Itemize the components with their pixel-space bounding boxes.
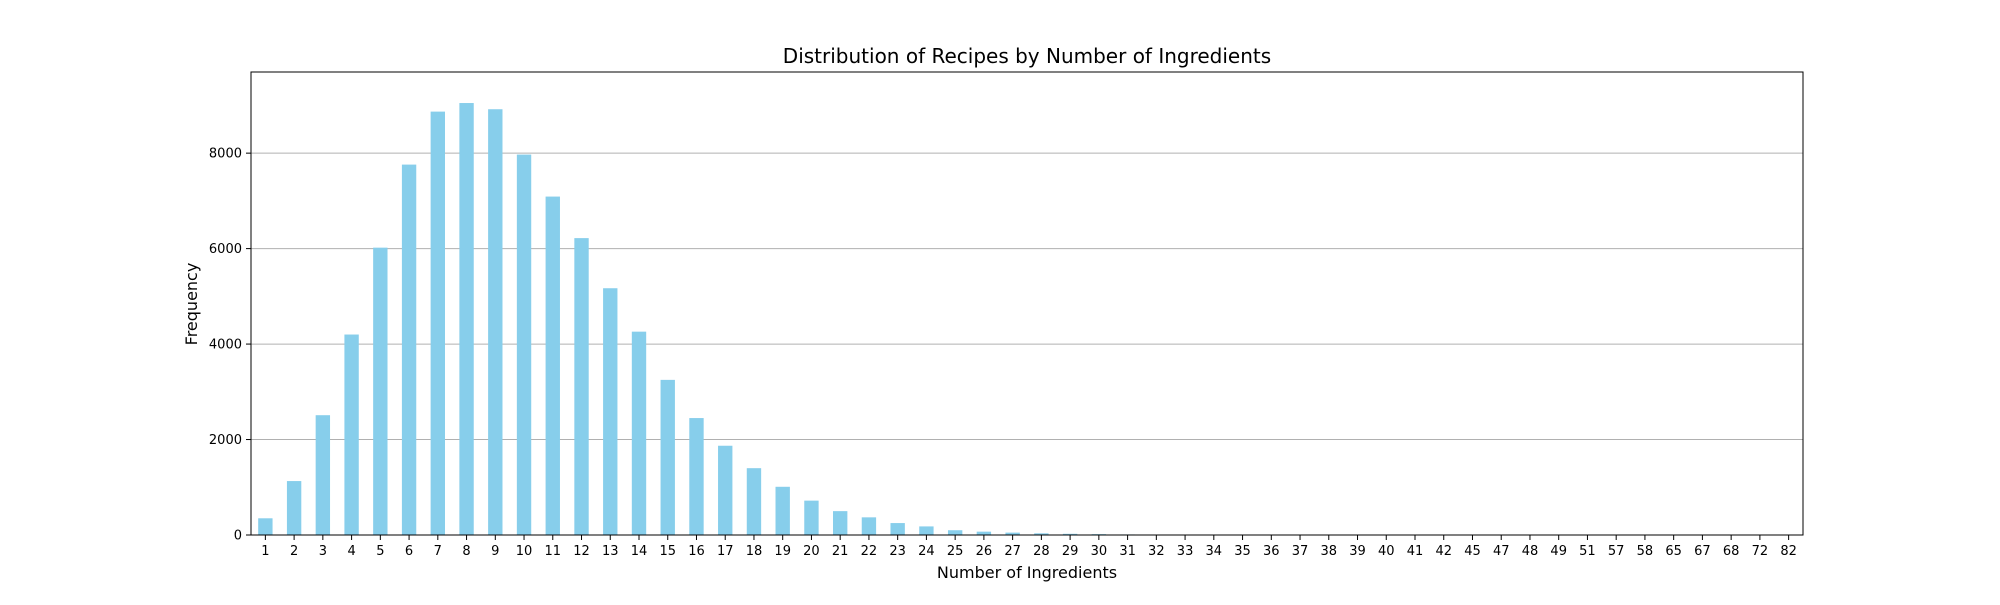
x-tick-label: 82 xyxy=(1780,544,1797,559)
x-tick-label: 25 xyxy=(947,544,964,559)
bar xyxy=(833,511,847,535)
x-tick-label: 7 xyxy=(434,544,442,559)
x-tick-label: 35 xyxy=(1234,544,1251,559)
x-tick-label: 3 xyxy=(319,544,327,559)
x-tick-label: 10 xyxy=(516,544,533,559)
x-tick-label: 39 xyxy=(1349,544,1366,559)
plot-frame xyxy=(251,72,1803,535)
x-tick-label: 8 xyxy=(462,544,470,559)
x-tick-label: 68 xyxy=(1723,544,1740,559)
x-tick-label: 40 xyxy=(1378,544,1395,559)
bar xyxy=(258,518,272,535)
x-tick-label: 32 xyxy=(1148,544,1165,559)
x-tick-label: 12 xyxy=(573,544,590,559)
x-tick-label: 38 xyxy=(1321,544,1338,559)
bar xyxy=(459,103,473,535)
bar xyxy=(373,248,387,535)
bar xyxy=(747,468,761,535)
x-tick-label: 58 xyxy=(1637,544,1654,559)
x-tick-label: 29 xyxy=(1062,544,1079,559)
x-tick-label: 36 xyxy=(1263,544,1280,559)
x-tick-label: 19 xyxy=(774,544,791,559)
bar xyxy=(574,238,588,535)
x-tick-label: 28 xyxy=(1033,544,1050,559)
x-tick-label: 11 xyxy=(545,544,562,559)
x-tick-label: 30 xyxy=(1091,544,1108,559)
x-tick-label: 72 xyxy=(1752,544,1769,559)
bar xyxy=(546,197,560,535)
x-tick-label: 47 xyxy=(1493,544,1510,559)
chart-title: Distribution of Recipes by Number of Ing… xyxy=(783,44,1271,68)
x-tick-label: 31 xyxy=(1119,544,1136,559)
x-tick-label: 13 xyxy=(602,544,619,559)
x-tick-label: 49 xyxy=(1550,544,1567,559)
x-tick-label: 14 xyxy=(631,544,648,559)
x-tick-label: 18 xyxy=(746,544,763,559)
bar xyxy=(718,446,732,535)
bar xyxy=(689,418,703,535)
bar xyxy=(488,109,502,535)
y-axis-label: Frequency xyxy=(182,263,201,346)
y-tick-label: 2000 xyxy=(209,433,242,448)
x-tick-label: 65 xyxy=(1665,544,1682,559)
bar xyxy=(862,517,876,535)
bar xyxy=(948,530,962,535)
x-tick-label: 21 xyxy=(832,544,849,559)
bar xyxy=(316,415,330,535)
x-tick-label: 51 xyxy=(1579,544,1596,559)
x-tick-label: 57 xyxy=(1608,544,1625,559)
grid-lines xyxy=(251,153,1803,439)
bar xyxy=(344,335,358,535)
y-tick-label: 4000 xyxy=(209,338,242,353)
x-tick-label: 4 xyxy=(347,544,355,559)
y-tick-label: 6000 xyxy=(209,242,242,257)
x-tick-label: 23 xyxy=(889,544,906,559)
x-tick-label: 6 xyxy=(405,544,413,559)
x-tick-label: 42 xyxy=(1435,544,1452,559)
x-tick-label: 33 xyxy=(1177,544,1194,559)
x-tick-label: 24 xyxy=(918,544,935,559)
bar xyxy=(431,112,445,535)
x-tick-label: 45 xyxy=(1464,544,1481,559)
bar xyxy=(661,380,675,535)
bar xyxy=(632,332,646,535)
x-tick-label: 1 xyxy=(261,544,269,559)
y-axis: 0 2000 4000 6000 8000 xyxy=(209,147,251,544)
x-tick-label: 5 xyxy=(376,544,384,559)
y-tick-label: 0 xyxy=(234,529,242,544)
x-tick-label: 17 xyxy=(717,544,734,559)
y-tick-label: 8000 xyxy=(209,147,242,162)
x-tick-label: 67 xyxy=(1694,544,1711,559)
bar xyxy=(517,155,531,535)
bar xyxy=(603,288,617,535)
x-tick-label: 27 xyxy=(1004,544,1021,559)
x-axis-label: Number of Ingredients xyxy=(937,563,1117,582)
bars xyxy=(258,103,1796,535)
x-tick-label: 2 xyxy=(290,544,298,559)
x-tick-label: 37 xyxy=(1292,544,1309,559)
x-tick-label: 48 xyxy=(1522,544,1539,559)
x-tick-label: 41 xyxy=(1407,544,1424,559)
x-tick-label: 26 xyxy=(976,544,993,559)
x-tick-label: 9 xyxy=(491,544,499,559)
x-tick-label: 22 xyxy=(861,544,878,559)
bar xyxy=(776,487,790,535)
x-tick-label: 34 xyxy=(1206,544,1223,559)
bar xyxy=(402,165,416,535)
x-tick-label: 20 xyxy=(803,544,820,559)
bar xyxy=(977,532,991,535)
bar xyxy=(287,481,301,535)
x-tick-label: 16 xyxy=(688,544,705,559)
x-tick-label: 15 xyxy=(659,544,676,559)
bar xyxy=(919,526,933,535)
bar xyxy=(890,523,904,535)
bar xyxy=(804,501,818,535)
